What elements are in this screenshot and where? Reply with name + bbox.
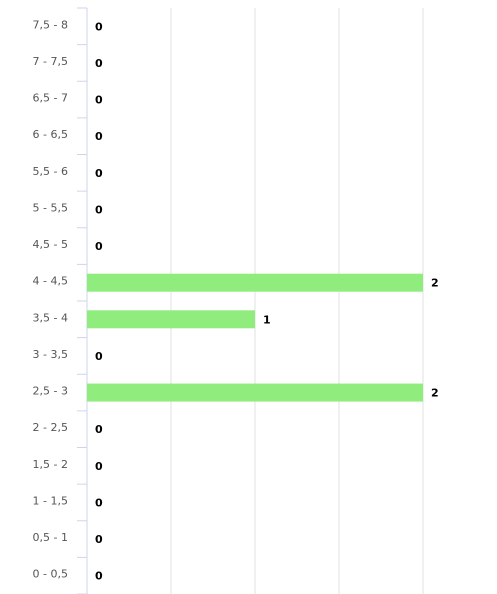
y-tick-label: 4 - 4,5 xyxy=(33,275,68,288)
y-tick-label: 0 - 0,5 xyxy=(33,568,68,581)
data-label: 0 xyxy=(95,240,103,253)
data-label: 0 xyxy=(95,533,103,546)
data-label: 0 xyxy=(95,570,103,583)
data-label: 0 xyxy=(95,423,103,436)
data-label: 0 xyxy=(95,167,103,180)
y-tick-label: 3 - 3,5 xyxy=(33,348,68,361)
data-label: 1 xyxy=(263,313,271,326)
bar xyxy=(87,310,255,329)
data-label: 0 xyxy=(95,350,103,363)
y-tick-label: 2 - 2,5 xyxy=(33,421,68,434)
data-label: 0 xyxy=(95,460,103,473)
bar xyxy=(87,273,423,292)
y-tick-label: 1,5 - 2 xyxy=(33,458,68,471)
data-label: 2 xyxy=(431,387,439,400)
y-tick-label: 7,5 - 8 xyxy=(33,18,68,31)
data-label: 0 xyxy=(95,130,103,143)
y-tick-label: 1 - 1,5 xyxy=(33,494,68,507)
y-tick-label: 0,5 - 1 xyxy=(33,531,68,544)
y-tick-label: 5,5 - 6 xyxy=(33,165,68,178)
data-label: 2 xyxy=(431,277,439,290)
data-label: 0 xyxy=(95,203,103,216)
y-tick-label: 5 - 5,5 xyxy=(33,201,68,214)
y-tick-label: 2,5 - 3 xyxy=(33,385,68,398)
data-label: 0 xyxy=(95,496,103,509)
data-label: 0 xyxy=(95,94,103,107)
y-tick-label: 6 - 6,5 xyxy=(33,128,68,141)
y-tick-label: 7 - 7,5 xyxy=(33,55,68,68)
data-label: 0 xyxy=(95,20,103,33)
y-tick-label: 3,5 - 4 xyxy=(33,311,68,324)
data-label: 0 xyxy=(95,57,103,70)
y-tick-label: 4,5 - 5 xyxy=(33,238,68,251)
y-tick-label: 6,5 - 7 xyxy=(33,92,68,105)
bar xyxy=(87,383,423,402)
